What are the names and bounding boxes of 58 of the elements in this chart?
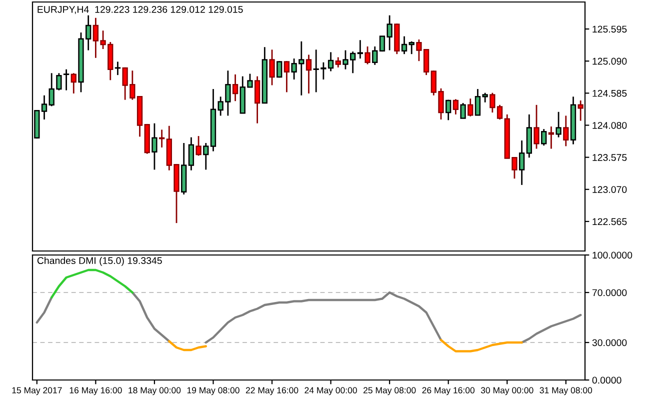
y-tick-label: 100.0000 <box>592 252 632 259</box>
x-tick-label: 22 May 16:00 <box>246 387 298 396</box>
candlestick <box>372 46 378 66</box>
candlestick <box>114 61 121 76</box>
candlestick <box>446 99 452 121</box>
candlestick <box>357 39 364 60</box>
y-tick-label: 123.070 <box>592 186 627 194</box>
candlestick <box>556 111 562 138</box>
candlestick <box>364 46 370 65</box>
candlestick <box>518 140 525 186</box>
x-tick-label: 24 May 00:00 <box>304 387 357 396</box>
x-tick-label: 16 May 16:00 <box>70 387 122 396</box>
candlestick <box>306 54 312 94</box>
candlestick <box>335 56 341 68</box>
x-tick-label: 25 May 08:00 <box>364 387 416 396</box>
candlestick <box>401 36 408 55</box>
y-tick-label: 30.0000 <box>592 339 627 346</box>
y-tick-label: 122.565 <box>592 218 627 226</box>
candlestick <box>474 88 481 116</box>
candlestick <box>203 142 209 170</box>
candlestick <box>284 60 290 93</box>
candlestick <box>188 136 194 172</box>
candlestick <box>63 68 70 91</box>
y-tick-label: 124.585 <box>592 90 627 97</box>
x-tick-label: 26 May 16:00 <box>422 387 475 396</box>
candlestick <box>158 128 165 148</box>
candlestick <box>548 126 554 150</box>
candlestick <box>152 122 158 170</box>
candlestick <box>196 135 202 156</box>
candlestick <box>276 60 282 78</box>
y-tick-label: 125.595 <box>592 26 627 33</box>
candlestick <box>70 72 76 94</box>
candlestick <box>563 115 569 147</box>
candlestick <box>254 76 260 124</box>
candlestick <box>41 94 48 120</box>
candlestick <box>468 98 474 118</box>
candlestick <box>232 74 238 102</box>
y-tick-label: 124.080 <box>592 122 627 129</box>
x-tick-label: 30 May 00:00 <box>480 387 534 396</box>
candlestick <box>408 40 414 55</box>
chart-title: EURJPY,H4 129.223 129.236 129.012 129.015 <box>38 6 243 14</box>
candlestick <box>452 98 459 116</box>
candlestick <box>482 92 488 104</box>
x-tick-label: 31 May 08:00 <box>540 387 592 396</box>
candlestick <box>578 100 584 122</box>
y-tick-label: 123.575 <box>592 154 627 161</box>
line-series <box>50 268 134 299</box>
x-tick-label: 15 May 2017 <box>12 387 62 396</box>
y-tick-label: 125.090 <box>592 58 627 65</box>
candlestick <box>269 48 275 86</box>
x-tick-label: 19 May 08:00 <box>187 387 240 396</box>
y-tick-label: 0.0000 <box>592 376 622 384</box>
x-tick-label: 18 May 00:00 <box>128 387 181 396</box>
candlestick <box>534 104 540 150</box>
chart-title: Chandes DMI (15.0) 19.3345 <box>37 256 162 266</box>
y-tick-label: 70.0000 <box>592 289 627 296</box>
candlestick <box>460 102 466 119</box>
candlestick <box>541 128 547 146</box>
